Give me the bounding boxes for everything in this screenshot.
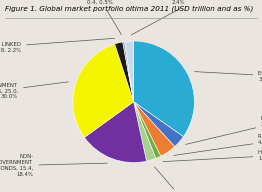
Text: INFLATION LINKED
BONDS, 1.8, 2.2%: INFLATION LINKED BONDS, 1.8, 2.2% [0,38,115,52]
Wedge shape [123,42,134,102]
Text: PRIVATE EQUITY,
2.9, 3.5%: PRIVATE EQUITY, 2.9, 3.5% [186,116,262,144]
Text: EMERGING
MARKET DEBT, 2.1,
2.6%: EMERGING MARKET DEBT, 2.1, 2.6% [154,167,211,192]
Text: NON-
GOVERNMENT
BONDS, 15.4,
18.4%: NON- GOVERNMENT BONDS, 15.4, 18.4% [0,154,107,177]
Text: EQUITIES, 29.0,
34.7%: EQUITIES, 29.0, 34.7% [195,71,262,82]
Wedge shape [115,42,134,102]
Wedge shape [134,102,161,158]
Wedge shape [124,41,134,102]
Text: GOVERNMENT
BONDS, 25.0,
30.0%: GOVERNMENT BONDS, 25.0, 30.0% [0,82,68,99]
Text: Figure 1. Global market portfolio oltima 2011 (USD trillion and as %): Figure 1. Global market portfolio oltima… [5,6,254,12]
Text: HIGH YIELD, 1.2,
1.4%: HIGH YIELD, 1.2, 1.4% [163,150,262,162]
Text: COMMODITIES,
0.4, 0.5%: COMMODITIES, 0.4, 0.5% [80,0,121,35]
Wedge shape [73,44,134,137]
Text: HEDGE FUNDS, 2.0,
2.4%: HEDGE FUNDS, 2.0, 2.4% [131,0,225,35]
Wedge shape [134,41,194,137]
Wedge shape [84,102,146,163]
Wedge shape [134,102,156,161]
Text: REAL ESTATE, 3.7,
4.4%: REAL ESTATE, 3.7, 4.4% [173,134,262,156]
Wedge shape [134,102,175,156]
Wedge shape [134,102,183,147]
